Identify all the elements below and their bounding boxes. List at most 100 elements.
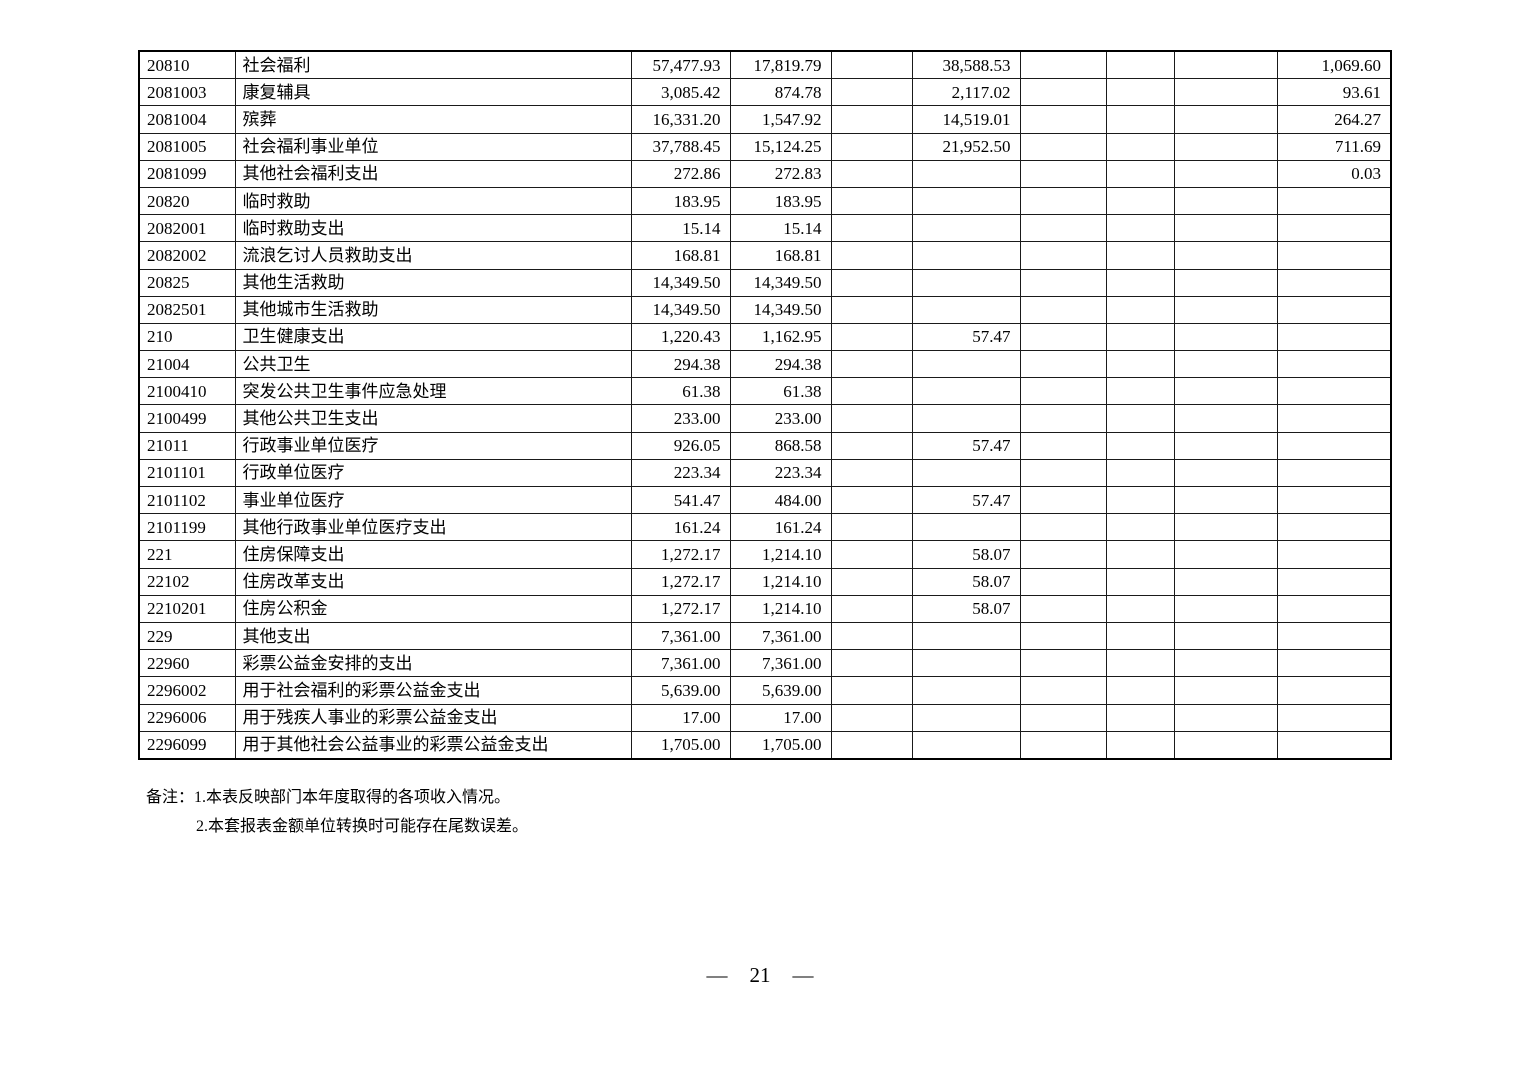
value-cell (1173, 350, 1278, 379)
table-row: 210 卫生健康支出 1,220.43 1,162.95 57.47 (138, 322, 1392, 352)
code-cell: 2082501 (138, 295, 236, 324)
value-cell (1019, 159, 1107, 188)
value-cell (1019, 105, 1107, 134)
table-row: 2081099 其他社会福利支出 272.86 272.83 0.03 (138, 159, 1392, 188)
value-cell: 7,361.00 (630, 621, 731, 651)
value-cell (1276, 621, 1392, 651)
table-row: 2082501 其他城市生活救助 14,349.50 14,349.50 (138, 295, 1392, 324)
value-cell: 1,547.92 (729, 105, 832, 134)
name-cell: 其他生活救助 (234, 268, 632, 297)
value-cell: 264.27 (1276, 105, 1392, 134)
table-row: 20825 其他生活救助 14,349.50 14,349.50 (138, 268, 1392, 297)
value-cell (1276, 485, 1392, 515)
budget-table: 20810 社会福利 57,477.93 17,819.79 38,588.53 1,06… (138, 50, 1392, 760)
value-cell (1173, 431, 1278, 460)
value-cell (1173, 377, 1278, 406)
table-row: 20810 社会福利 57,477.93 17,819.79 38,588.53 1,06… (138, 50, 1392, 80)
value-cell (1019, 621, 1107, 651)
name-cell: 住房公积金 (234, 594, 632, 623)
value-cell (911, 649, 1021, 678)
value-cell: 0.03 (1276, 159, 1392, 188)
value-cell: 1,705.00 (630, 730, 731, 760)
value-cell (830, 214, 913, 243)
code-cell: 22102 (138, 567, 236, 596)
value-cell (911, 404, 1021, 433)
value-cell (1019, 458, 1107, 488)
table-row: 2100499 其他公共卫生支出 233.00 233.00 (138, 404, 1392, 433)
value-cell: 1,214.10 (729, 567, 832, 596)
value-cell: 1,272.17 (630, 540, 731, 569)
value-cell (1019, 703, 1107, 732)
value-cell: 7,361.00 (729, 649, 832, 678)
value-cell (1019, 377, 1107, 406)
value-cell (1173, 78, 1278, 107)
value-cell (830, 730, 913, 760)
value-cell: 14,349.50 (729, 268, 832, 297)
value-cell (1173, 621, 1278, 651)
value-cell (830, 377, 913, 406)
table-row: 2296006 用于残疾人事业的彩票公益金支出 17.00 17.00 (138, 703, 1392, 732)
value-cell: 223.34 (630, 458, 731, 488)
value-cell (1276, 214, 1392, 243)
value-cell (1105, 186, 1175, 216)
value-cell (830, 50, 913, 80)
value-cell (1105, 404, 1175, 433)
value-cell (1105, 431, 1175, 460)
name-cell: 其他支出 (234, 621, 632, 651)
value-cell (1019, 513, 1107, 542)
value-cell (1019, 404, 1107, 433)
value-cell (1019, 186, 1107, 216)
value-cell: 874.78 (729, 78, 832, 107)
value-cell (1019, 350, 1107, 379)
value-cell (911, 676, 1021, 705)
value-cell (1105, 676, 1175, 705)
value-cell (1173, 50, 1278, 80)
code-cell: 2101101 (138, 458, 236, 488)
value-cell: 7,361.00 (630, 649, 731, 678)
name-cell: 社会福利 (234, 50, 632, 80)
value-cell: 14,349.50 (630, 295, 731, 324)
page-number-footer: — 21 — (0, 963, 1520, 988)
value-cell: 17,819.79 (729, 50, 832, 80)
value-cell (830, 540, 913, 569)
value-cell (1173, 241, 1278, 270)
value-cell: 14,519.01 (911, 105, 1021, 134)
value-cell (1019, 78, 1107, 107)
value-cell (830, 186, 913, 216)
value-cell (830, 594, 913, 623)
value-cell (911, 377, 1021, 406)
value-cell (1276, 458, 1392, 488)
value-cell (830, 404, 913, 433)
value-cell (1276, 377, 1392, 406)
value-cell: 16,331.20 (630, 105, 731, 134)
name-cell: 住房改革支出 (234, 567, 632, 596)
value-cell (1276, 431, 1392, 460)
name-cell: 临时救助支出 (234, 214, 632, 243)
table-row: 2296099 用于其他社会公益事业的彩票公益金支出 1,705.00 1,705.0… (138, 730, 1392, 760)
value-cell (1105, 241, 1175, 270)
value-cell (830, 676, 913, 705)
value-cell: 17.00 (630, 703, 731, 732)
value-cell (830, 649, 913, 678)
value-cell (1173, 513, 1278, 542)
name-cell: 公共卫生 (234, 350, 632, 379)
value-cell (1019, 431, 1107, 460)
footer-dash-right: — (792, 963, 814, 987)
value-cell (911, 214, 1021, 243)
value-cell (911, 159, 1021, 188)
code-cell: 2082002 (138, 241, 236, 270)
value-cell: 17.00 (729, 703, 832, 732)
value-cell: 294.38 (729, 350, 832, 379)
code-cell: 2101102 (138, 485, 236, 515)
code-cell: 2082001 (138, 214, 236, 243)
name-cell: 用于残疾人事业的彩票公益金支出 (234, 703, 632, 732)
value-cell: 168.81 (630, 241, 731, 270)
table-row: 20820 临时救助 183.95 183.95 (138, 186, 1392, 216)
table-row: 2081005 社会福利事业单位 37,788.45 15,124.25 21,952.… (138, 132, 1392, 161)
table-row: 2081004 殡葬 16,331.20 1,547.92 14,519.01 264.2… (138, 105, 1392, 134)
code-cell: 20825 (138, 268, 236, 297)
value-cell (1276, 350, 1392, 379)
value-cell (1105, 458, 1175, 488)
value-cell: 2,117.02 (911, 78, 1021, 107)
